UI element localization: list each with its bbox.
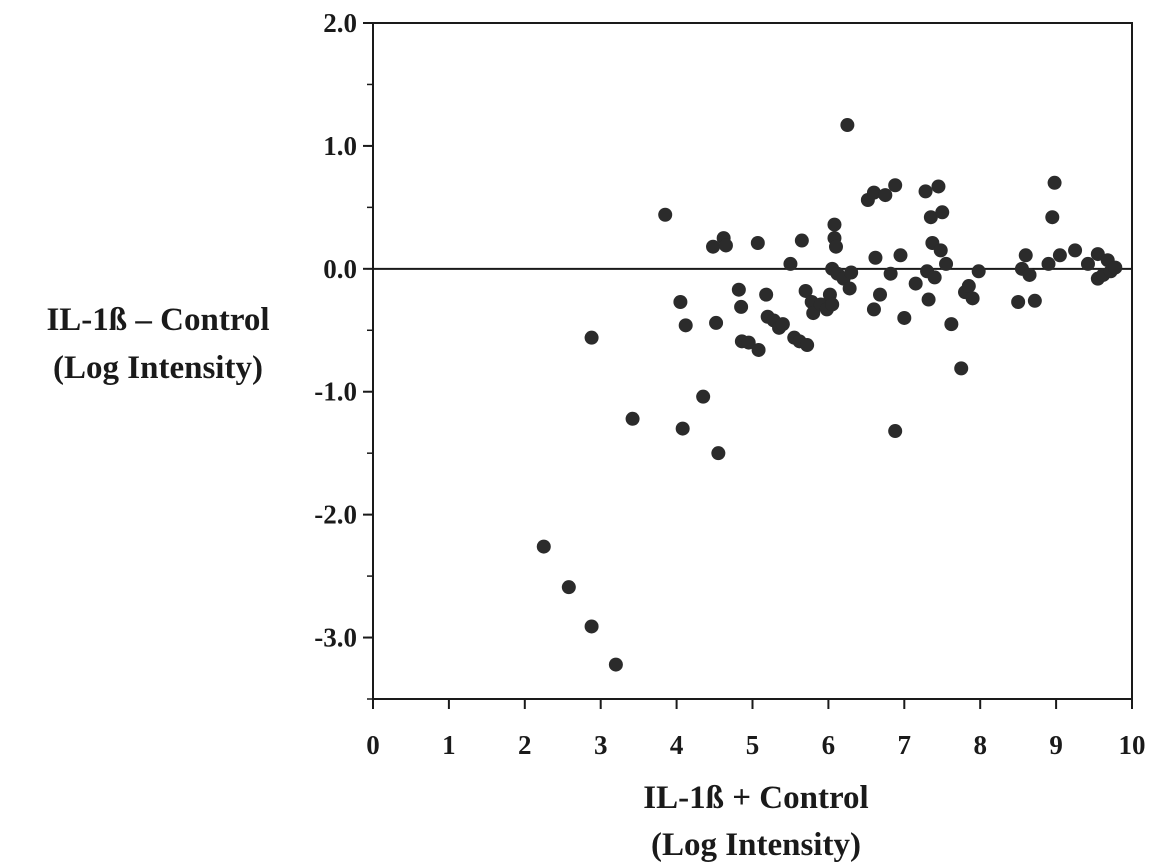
data-point bbox=[731, 282, 746, 297]
data-point bbox=[931, 179, 946, 194]
data-point bbox=[775, 317, 790, 332]
data-point bbox=[625, 411, 640, 426]
data-point bbox=[918, 184, 933, 199]
data-point bbox=[584, 330, 599, 345]
data-point bbox=[825, 297, 840, 312]
y-tick-label: -3.0 bbox=[314, 623, 357, 653]
data-point bbox=[1045, 210, 1060, 225]
data-point bbox=[954, 361, 969, 376]
data-point bbox=[888, 178, 903, 193]
data-point bbox=[696, 389, 711, 404]
data-point bbox=[1018, 248, 1033, 263]
data-point bbox=[1080, 256, 1095, 271]
y-tick-label: 0.0 bbox=[323, 254, 357, 284]
y-tick-label: -1.0 bbox=[314, 377, 357, 407]
data-point bbox=[675, 421, 690, 436]
data-point bbox=[944, 317, 959, 332]
data-point bbox=[794, 233, 809, 248]
x-tick-label: 7 bbox=[898, 730, 912, 760]
data-point bbox=[827, 217, 842, 232]
data-point bbox=[711, 446, 726, 461]
data-point bbox=[1011, 295, 1026, 310]
data-point bbox=[921, 292, 936, 307]
data-point bbox=[584, 619, 599, 634]
y-axis-label-line-1: IL-1ß – Control bbox=[46, 302, 269, 338]
data-point bbox=[873, 287, 888, 302]
data-point bbox=[908, 276, 923, 291]
data-point bbox=[706, 239, 721, 254]
data-point bbox=[888, 424, 903, 439]
data-point bbox=[844, 265, 859, 280]
data-point bbox=[965, 291, 980, 306]
x-tick-label: 6 bbox=[822, 730, 836, 760]
y-tick-label: 1.0 bbox=[323, 131, 357, 161]
data-point bbox=[971, 264, 986, 279]
x-tick-label: 0 bbox=[366, 730, 380, 760]
data-point bbox=[939, 256, 954, 271]
data-point bbox=[678, 318, 693, 333]
data-point bbox=[1108, 260, 1123, 275]
data-point bbox=[734, 299, 749, 314]
data-point bbox=[868, 250, 883, 265]
y-axis-label-line-2: (Log Intensity) bbox=[53, 350, 263, 386]
x-axis-label-line-2: (Log Intensity) bbox=[651, 827, 861, 863]
x-axis: 0 1 2 3 4 5 6 7 8 9 10 bbox=[366, 699, 1146, 760]
data-point bbox=[883, 266, 898, 281]
data-point bbox=[866, 302, 881, 317]
data-point bbox=[673, 295, 688, 310]
data-point bbox=[1052, 248, 1067, 263]
data-point bbox=[783, 256, 798, 271]
x-tick-label: 8 bbox=[973, 730, 987, 760]
data-point bbox=[759, 287, 774, 302]
x-tick-label: 10 bbox=[1119, 730, 1146, 760]
data-point bbox=[923, 210, 938, 225]
data-point bbox=[866, 185, 881, 200]
data-point bbox=[878, 188, 893, 203]
data-point bbox=[1022, 267, 1037, 282]
x-tick-label: 3 bbox=[594, 730, 608, 760]
data-point bbox=[718, 238, 733, 253]
y-tick-label: 2.0 bbox=[323, 8, 357, 38]
x-tick-label: 5 bbox=[746, 730, 760, 760]
data-points bbox=[536, 118, 1123, 672]
data-point bbox=[798, 283, 813, 298]
data-point bbox=[608, 657, 623, 672]
data-point bbox=[893, 248, 908, 263]
data-point bbox=[709, 315, 724, 330]
data-point bbox=[1041, 256, 1056, 271]
plot-frame bbox=[372, 22, 1133, 700]
data-point bbox=[658, 207, 673, 222]
data-point bbox=[1027, 293, 1042, 308]
data-point bbox=[961, 279, 976, 294]
data-point bbox=[536, 539, 551, 554]
data-point bbox=[842, 281, 857, 296]
data-point bbox=[741, 335, 756, 350]
data-point bbox=[828, 239, 843, 254]
data-point bbox=[1047, 175, 1062, 190]
data-point bbox=[935, 205, 950, 220]
data-point bbox=[840, 118, 855, 133]
data-point bbox=[800, 338, 815, 353]
x-tick-label: 2 bbox=[518, 730, 532, 760]
y-axis: 2.0 1.0 0.0 -1.0 -2.0 -3.0 bbox=[314, 8, 373, 700]
x-tick-label: 4 bbox=[670, 730, 684, 760]
y-tick-label: -2.0 bbox=[314, 500, 357, 530]
data-point bbox=[897, 310, 912, 325]
data-point bbox=[750, 236, 765, 251]
data-point bbox=[561, 580, 576, 595]
x-axis-label-line-1: IL-1ß + Control bbox=[643, 780, 868, 816]
data-point bbox=[933, 243, 948, 258]
data-point bbox=[751, 342, 766, 357]
x-tick-label: 1 bbox=[442, 730, 456, 760]
x-tick-label: 9 bbox=[1049, 730, 1063, 760]
data-point bbox=[1068, 243, 1083, 258]
data-point bbox=[927, 270, 942, 285]
